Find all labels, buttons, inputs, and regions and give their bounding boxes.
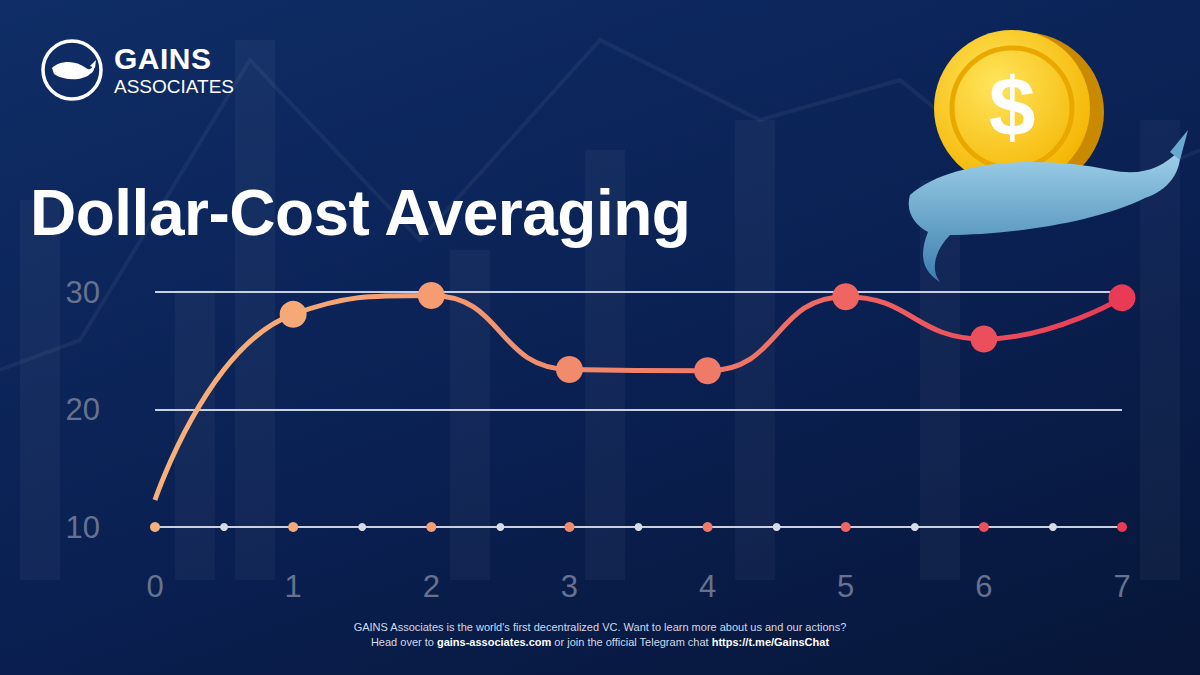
- html-text:GAINS: GAINS: [114, 42, 212, 75]
- svg-text:30: 30: [66, 275, 100, 310]
- svg-text:1: 1: [285, 569, 302, 604]
- svg-text:2: 2: [423, 569, 440, 604]
- svg-text:3: 3: [561, 569, 578, 604]
- svg-text:0: 0: [146, 569, 163, 604]
- svg-text:5: 5: [837, 569, 854, 604]
- svg-text:4: 4: [699, 569, 716, 604]
- svg-text:$: $: [989, 60, 1036, 154]
- html-text:Dollar-Cost Averaging: Dollar-Cost Averaging: [30, 177, 691, 249]
- html-text:Head over to gains-associates.: Head over to gains-associates.com or joi…: [370, 636, 830, 648]
- html-text:GAINS Associates is the world': GAINS Associates is the world's first de…: [353, 621, 847, 633]
- svg-text:6: 6: [975, 569, 992, 604]
- svg-text:7: 7: [1113, 569, 1130, 604]
- html-text:ASSOCIATES: ASSOCIATES: [114, 76, 234, 97]
- svg-text:20: 20: [66, 392, 100, 427]
- svg-text:10: 10: [66, 510, 100, 545]
